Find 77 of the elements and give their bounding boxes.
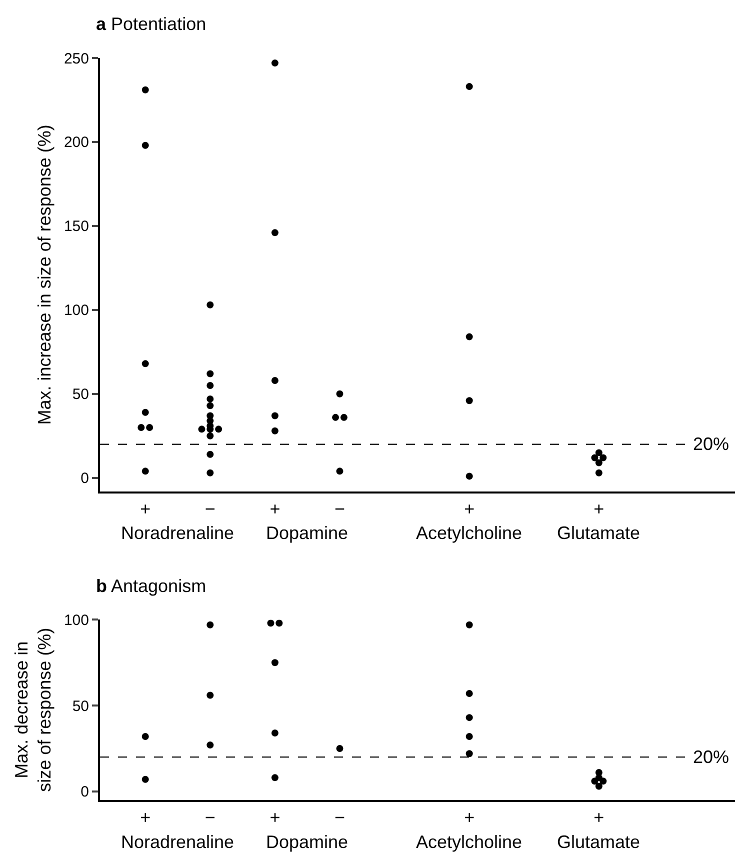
text: Dopamine bbox=[266, 523, 348, 543]
point bbox=[142, 142, 149, 149]
y-tick-label: 150 bbox=[64, 218, 89, 236]
point bbox=[271, 229, 278, 236]
x-tick-label: + bbox=[140, 808, 151, 828]
text: Glutamate bbox=[557, 523, 640, 543]
text: Acetylcholine bbox=[416, 832, 522, 852]
y-axis-title: Max. decrease in size of response (%) bbox=[11, 628, 55, 792]
point bbox=[206, 621, 214, 628]
x-tick-label: + bbox=[140, 498, 151, 519]
point bbox=[271, 376, 278, 384]
y-tick-label: 50 bbox=[72, 698, 89, 715]
point bbox=[206, 301, 214, 308]
point bbox=[466, 750, 473, 758]
ref-line-label: 20% bbox=[693, 434, 730, 454]
point bbox=[206, 469, 214, 476]
point bbox=[271, 774, 278, 782]
point bbox=[206, 450, 214, 458]
point bbox=[206, 395, 214, 402]
point bbox=[271, 659, 278, 666]
point bbox=[466, 714, 473, 722]
point bbox=[466, 333, 473, 340]
y-axis-title: Max. increase in size of response (%) bbox=[34, 124, 55, 425]
point bbox=[271, 427, 278, 434]
text: Acetylcholine bbox=[416, 523, 522, 543]
y-tick-label: 50 bbox=[72, 386, 89, 404]
point bbox=[336, 468, 344, 475]
point bbox=[206, 370, 214, 378]
ref-line-label: 20% bbox=[693, 747, 730, 767]
point bbox=[206, 432, 214, 440]
y-tick-label: 100 bbox=[64, 302, 89, 320]
y-tick-label: 200 bbox=[64, 134, 89, 152]
point bbox=[271, 412, 278, 420]
x-tick-label: − bbox=[334, 808, 345, 828]
point bbox=[595, 469, 602, 476]
point bbox=[466, 472, 473, 480]
text: Noradrenaline bbox=[121, 523, 234, 543]
x-tick-label: + bbox=[270, 498, 280, 519]
y-tick-label: 0 bbox=[80, 784, 89, 801]
x-tick-label: + bbox=[594, 808, 604, 828]
point bbox=[271, 730, 278, 737]
point bbox=[142, 408, 149, 416]
point bbox=[271, 60, 278, 67]
x-tick-label: − bbox=[334, 498, 345, 519]
point bbox=[142, 468, 149, 475]
point bbox=[142, 732, 149, 740]
point bbox=[466, 732, 473, 740]
x-tick-label: + bbox=[270, 808, 280, 828]
x-tick-label: − bbox=[204, 498, 216, 519]
point bbox=[206, 742, 214, 749]
chart-title: b Antagonism bbox=[96, 576, 206, 596]
point bbox=[595, 782, 602, 790]
point bbox=[595, 459, 602, 466]
point bbox=[466, 690, 473, 698]
point bbox=[142, 776, 149, 783]
x-tick-label: − bbox=[204, 808, 216, 828]
point bbox=[466, 397, 473, 404]
y-tick-label: 100 bbox=[64, 612, 89, 629]
x-tick-label: + bbox=[464, 498, 475, 519]
point bbox=[142, 360, 149, 368]
point bbox=[466, 621, 473, 628]
text: Noradrenaline bbox=[121, 832, 234, 852]
point bbox=[206, 402, 214, 410]
point bbox=[466, 83, 473, 90]
x-tick-label: + bbox=[464, 808, 475, 828]
point bbox=[206, 692, 214, 699]
point bbox=[142, 86, 149, 94]
text: Dopamine bbox=[266, 832, 348, 852]
point bbox=[595, 449, 602, 456]
x-tick-label: + bbox=[594, 498, 604, 519]
chart-title: a Potentiation bbox=[96, 14, 206, 34]
y-tick-label: 0 bbox=[80, 470, 89, 488]
text: Glutamate bbox=[557, 832, 640, 852]
point bbox=[336, 744, 344, 752]
point bbox=[206, 382, 214, 390]
point bbox=[336, 390, 344, 398]
y-tick-label: 250 bbox=[64, 50, 89, 68]
